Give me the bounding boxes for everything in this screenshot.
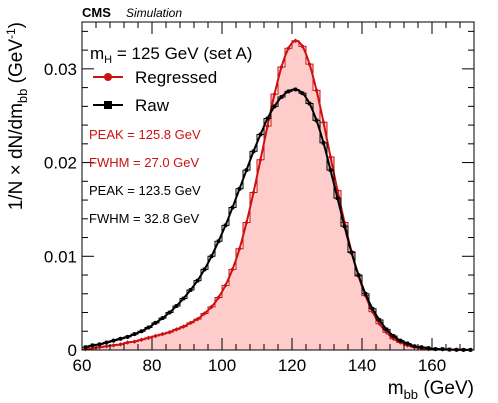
y-tick-label: 0.01 (44, 247, 77, 266)
x-tick-label: 120 (278, 356, 306, 375)
fwhm-raw-text: FWHM = 32.8 GeV (89, 211, 199, 226)
x-tick-label: 80 (143, 356, 162, 375)
raw-fit-line (85, 88, 471, 351)
axis-ticks: 60 80 100 120 140 160 0 0.01 0.02 0.03 (44, 22, 475, 375)
x-tick-label: 60 (73, 356, 92, 375)
y-tick-label: 0.03 (44, 60, 77, 79)
cms-label: CMS (82, 5, 111, 20)
y-tick-label: 0.02 (44, 154, 77, 173)
peak-regressed-text: PEAK = 125.8 GeV (89, 127, 201, 142)
simulation-label: Simulation (126, 6, 182, 20)
regressed-histogram-fill (82, 40, 474, 350)
legend-title: mH = 125 GeV (set A) (90, 44, 252, 66)
x-tick-label: 140 (348, 356, 376, 375)
x-tick-label: 160 (418, 356, 446, 375)
fwhm-regressed-text: FWHM = 27.0 GeV (89, 155, 199, 170)
legend-regressed-label: Regressed (135, 68, 217, 87)
x-axis-title: mbb (GeV) (388, 378, 474, 402)
legend-regressed-marker (104, 73, 112, 81)
y-axis-title: 1/N × dN/dmbb (GeV-1) (4, 22, 30, 210)
peak-raw-text: PEAK = 123.5 GeV (89, 183, 201, 198)
y-tick-label: 0 (68, 341, 77, 360)
raw-point (83, 345, 88, 349)
legend-raw-marker (104, 101, 112, 109)
legend-raw-label: Raw (135, 96, 170, 115)
x-tick-label: 100 (208, 356, 236, 375)
